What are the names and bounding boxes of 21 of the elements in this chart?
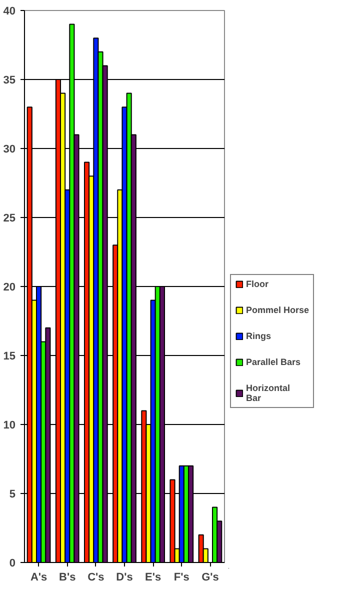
y-tick-label: 5 xyxy=(9,488,16,500)
y-tick-label: 35 xyxy=(3,74,16,86)
x-tick-label: C's xyxy=(88,572,104,584)
legend-label: Pommel Horse xyxy=(246,305,310,315)
legend-label: Horizontal Bar xyxy=(246,383,290,403)
y-tick-label: 20 xyxy=(3,282,16,294)
y-tick-label: 10 xyxy=(3,420,16,432)
x-tick-label: G's xyxy=(202,572,219,584)
x-tick-label: D's xyxy=(116,572,133,584)
x-tick-label: E's xyxy=(145,572,162,584)
y-tick-label: 15 xyxy=(3,350,16,362)
x-tick-label: A's xyxy=(30,572,48,584)
y-tick-label: 30 xyxy=(3,144,16,156)
legend-label: Floor xyxy=(246,279,268,289)
y-tick-label: 25 xyxy=(3,212,16,224)
legend-label: Parallel Bars xyxy=(246,357,301,367)
x-tick-label: F's xyxy=(174,572,190,584)
x-tick-label: B's xyxy=(59,572,76,584)
y-tick-label: 40 xyxy=(3,6,16,18)
legend-label: Rings xyxy=(246,331,272,341)
y-tick-label: 0 xyxy=(9,558,16,570)
